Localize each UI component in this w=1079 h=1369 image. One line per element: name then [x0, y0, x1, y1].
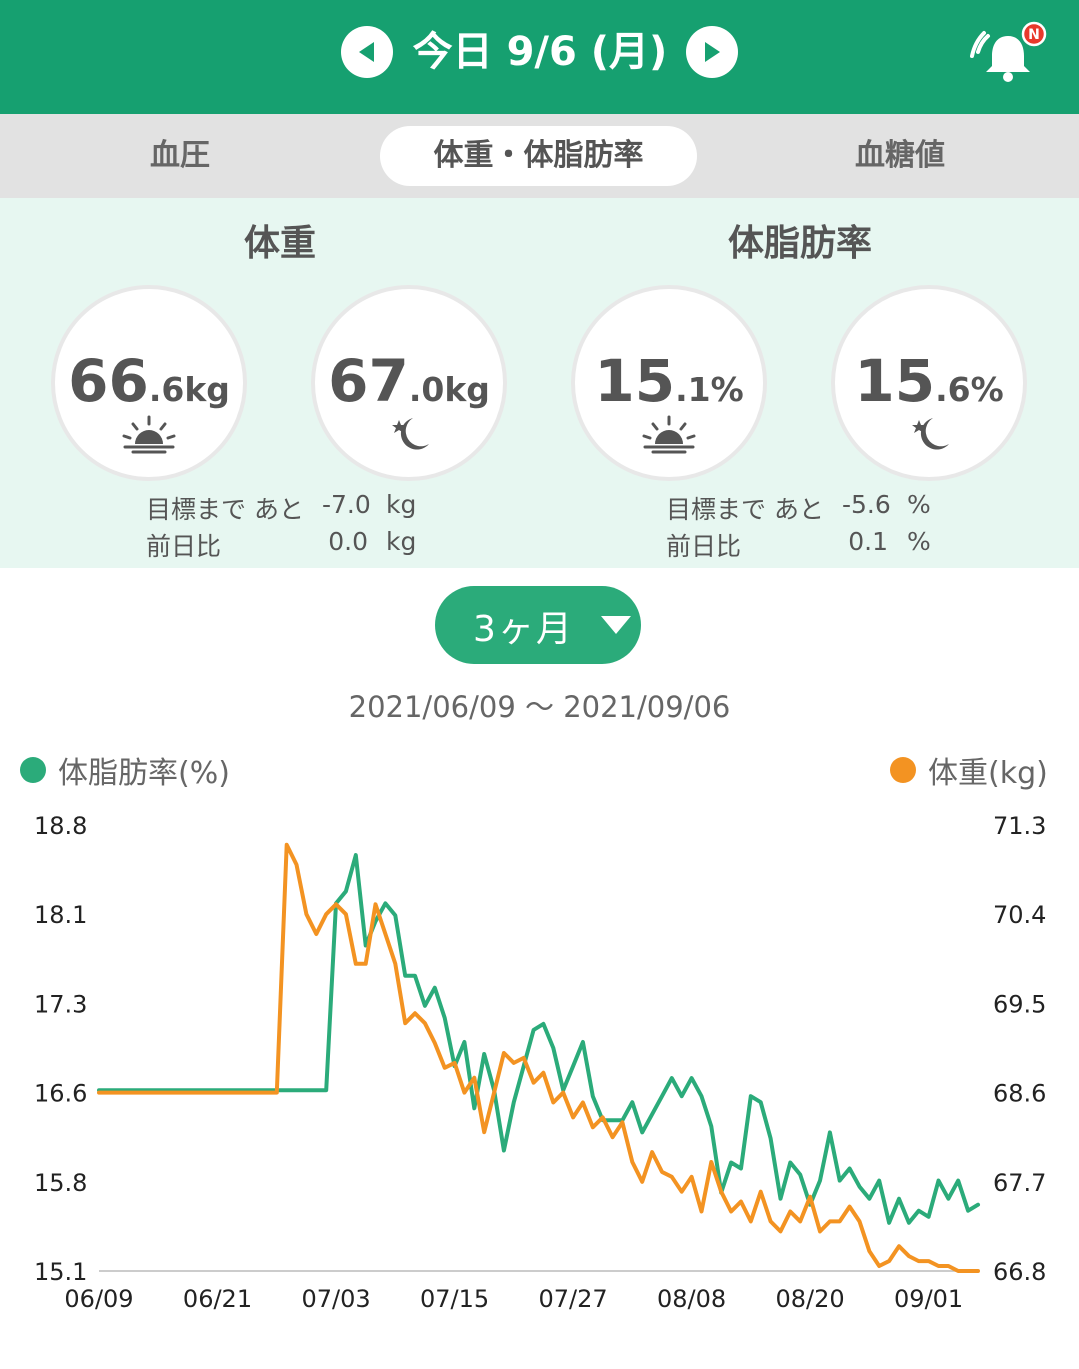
weight-section-title: 体重: [243, 223, 316, 264]
next-day-button[interactable]: [686, 26, 738, 78]
x-tick-label: 06/09: [64, 1285, 133, 1313]
y-left-tick-label: 15.1: [34, 1258, 87, 1286]
x-tick-label: 08/20: [776, 1285, 845, 1313]
bodyfat-evening-card: 15.6%: [831, 285, 1027, 481]
bodyfat-goal-value: -5.6: [842, 490, 891, 519]
weight-evening-card: 67.0kg: [311, 285, 507, 481]
previous-day-button[interactable]: [341, 26, 393, 78]
tab-weight-bodyfat[interactable]: 体重・体脂肪率: [380, 126, 697, 186]
category-tabs: 血圧 体重・体脂肪率 血糖値: [0, 114, 1079, 198]
x-tick-label: 06/21: [183, 1285, 252, 1313]
y-left-tick-label: 15.8: [34, 1169, 87, 1197]
sunrise-icon: [642, 415, 696, 454]
app-header: 今日 9/6 (月) N: [0, 0, 1079, 114]
weight-evening-value: 67.0kg: [328, 347, 490, 415]
x-tick-label: 08/08: [657, 1285, 726, 1313]
weight-series-line: [97, 842, 980, 1273]
x-tick-label: 07/15: [420, 1285, 489, 1313]
weight-prev-label: 前日比: [146, 532, 222, 561]
x-tick-label: 09/01: [894, 1285, 963, 1313]
tab-blood-glucose[interactable]: 血糖値: [855, 138, 945, 173]
trend-chart: 18.8 18.1 17.3 16.6 15.8 15.1 71.3 70.4 69.5 68.6…: [34, 812, 1046, 1313]
summary-panel: 体重 体脂肪率 66.6kg 67.0kg 15.1%: [0, 198, 1079, 568]
bodyfat-morning-card: 15.1%: [571, 285, 767, 481]
weight-goal-unit: kg: [386, 490, 417, 519]
notification-bell-button[interactable]: N: [964, 20, 1048, 90]
bodyfat-prev-unit: %: [907, 527, 931, 556]
arrow-left-icon: [359, 42, 374, 62]
weight-prev-value: 0.0: [328, 527, 368, 556]
legend-bodyfat: 体脂肪率(%): [20, 748, 230, 792]
x-tick-label: 07/03: [301, 1285, 370, 1313]
y-right-tick-label: 71.3: [993, 812, 1046, 840]
moon-star-icon: [392, 418, 429, 450]
sunrise-icon: [122, 415, 176, 454]
weight-prev-unit: kg: [386, 527, 417, 556]
bell-ringing-icon: N: [970, 21, 1047, 82]
weight-goal-value: -7.0: [322, 490, 371, 519]
x-tick-label: 07/27: [538, 1285, 607, 1313]
y-right-tick-label: 70.4: [993, 901, 1046, 929]
y-left-tick-label: 17.3: [34, 990, 87, 1018]
weight-goal-label: 目標まで あと: [146, 495, 304, 524]
y-right-tick-label: 69.5: [993, 990, 1046, 1018]
bodyfat-morning-value: 15.1%: [594, 347, 744, 415]
legend-weight-dot: [890, 757, 916, 783]
weight-morning-card: 66.6kg: [51, 285, 247, 481]
bodyfat-evening-value: 15.6%: [854, 347, 1004, 415]
caret-down-icon: [601, 616, 631, 634]
legend-weight: 体重(kg): [890, 748, 1048, 792]
moon-star-icon: [912, 418, 949, 450]
period-label: 3ヶ月: [473, 609, 574, 650]
bodyfat-prev-label: 前日比: [666, 532, 742, 561]
date-range-text: 2021/06/09 〜 2021/09/06: [348, 690, 731, 724]
tab-blood-pressure[interactable]: 血圧: [150, 138, 210, 173]
y-left-tick-label: 18.1: [34, 901, 87, 929]
arrow-right-icon: [705, 42, 720, 62]
bodyfat-prev-value: 0.1: [848, 527, 888, 556]
bodyfat-section-title: 体脂肪率: [727, 223, 872, 264]
bodyfat-goal-label: 目標まで あと: [666, 495, 824, 524]
weight-morning-value: 66.6kg: [68, 347, 230, 415]
y-right-tick-label: 67.7: [993, 1169, 1046, 1197]
legend-bodyfat-label: 体脂肪率(%): [58, 756, 230, 791]
y-right-tick-label: 66.8: [993, 1258, 1046, 1286]
legend-bodyfat-dot: [20, 757, 46, 783]
legend-weight-label: 体重(kg): [928, 756, 1048, 791]
bodyfat-goal-unit: %: [907, 490, 931, 519]
notification-badge: N: [1028, 27, 1040, 43]
y-right-tick-label: 68.6: [993, 1080, 1046, 1108]
current-date-title: 今日 9/6 (月): [412, 29, 668, 75]
period-dropdown[interactable]: 3ヶ月: [435, 586, 641, 664]
y-left-tick-label: 16.6: [34, 1080, 87, 1108]
y-left-tick-label: 18.8: [34, 812, 87, 840]
bodyfat-series-line: [97, 853, 980, 1225]
